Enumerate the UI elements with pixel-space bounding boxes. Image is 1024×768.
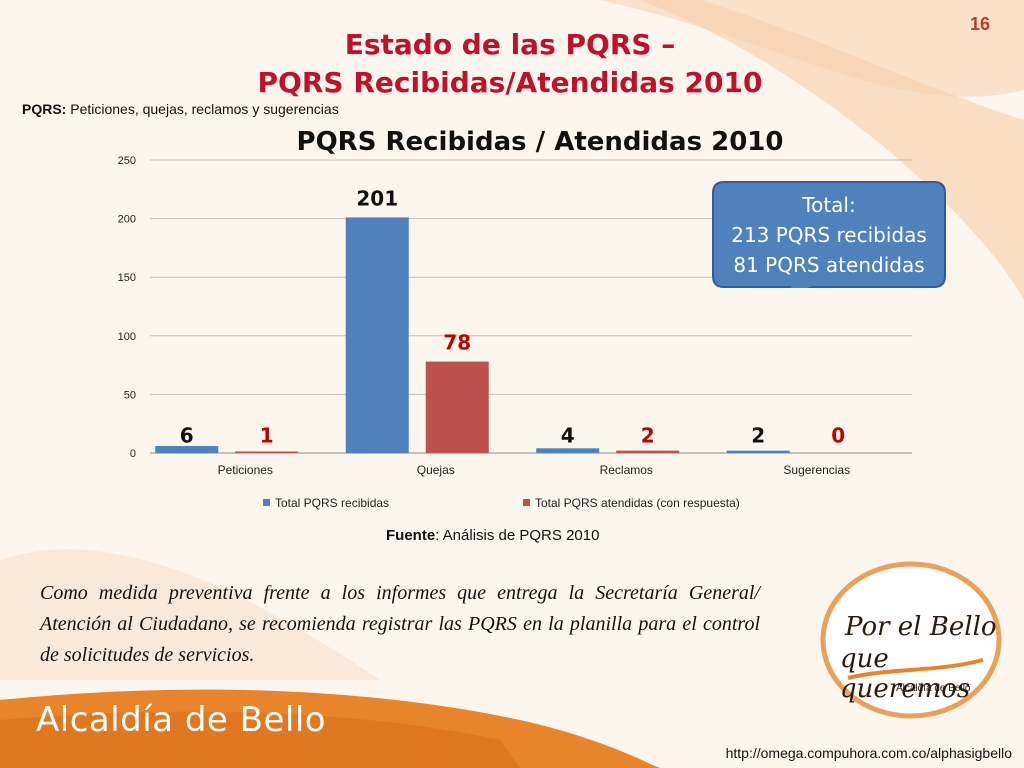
bar-chart: 0 50 100 150 200 250 6 1 Peticiones 201 78 Quejas 4 2… bbox=[118, 155, 912, 510]
data-label: 1 bbox=[260, 423, 274, 447]
total-callout-bubble bbox=[712, 181, 946, 288]
total-callout: Total: 213 PQRS recibidas 81 PQRS atendi… bbox=[712, 190, 946, 280]
page-title: Estado de las PQRS – PQRS Recibidas/Aten… bbox=[180, 26, 840, 102]
campaign-logo bbox=[820, 561, 1002, 719]
y-tick-label: 250 bbox=[118, 155, 136, 167]
y-tick-label: 150 bbox=[118, 272, 136, 284]
legend-label: Total PQRS atendidas (con respuesta) bbox=[535, 496, 740, 510]
data-label: 4 bbox=[561, 423, 575, 447]
title-line-1: Estado de las PQRS – bbox=[344, 28, 676, 61]
bar-received bbox=[726, 450, 790, 453]
subtitle-definition: Peticiones, quejas, reclamos y sugerenci… bbox=[70, 101, 339, 117]
callout-label: Total bbox=[802, 193, 849, 217]
footer-url[interactable]: http://omega.compuhora.com.co/alphasigbe… bbox=[725, 745, 1012, 761]
legend-label: Total PQRS recibidas bbox=[275, 496, 389, 510]
callout-attended: 81 PQRS atendidas bbox=[733, 253, 925, 277]
bar-attended bbox=[425, 361, 489, 453]
data-label: 201 bbox=[356, 186, 398, 210]
legend-swatch bbox=[523, 499, 530, 506]
bar-received bbox=[345, 217, 409, 453]
x-tick-label: Peticiones bbox=[218, 463, 273, 477]
y-tick-label: 200 bbox=[118, 214, 136, 226]
x-tick-label: Sugerencias bbox=[783, 463, 850, 477]
subtitle: PQRS: Peticiones, quejas, reclamos y sug… bbox=[22, 101, 339, 117]
x-tick-label: Reclamos bbox=[600, 463, 653, 477]
logo-subtext: Alcaldía de Bello bbox=[896, 683, 971, 694]
source-text: : Análisis de PQRS 2010 bbox=[435, 527, 600, 544]
source-note: Fuente: Análisis de PQRS 2010 bbox=[386, 527, 599, 544]
bar-received bbox=[155, 445, 219, 453]
x-tick-label: Quejas bbox=[417, 463, 455, 477]
y-tick-label: 100 bbox=[118, 331, 136, 343]
y-tick-label: 0 bbox=[130, 448, 136, 460]
page-number: 16 bbox=[969, 14, 990, 34]
bar-attended bbox=[616, 450, 680, 453]
data-label: 6 bbox=[180, 423, 194, 447]
footer-brand: Alcaldía de Bello bbox=[36, 700, 327, 740]
chart-title: PQRS Recibidas / Atendidas 2010 bbox=[296, 127, 784, 157]
subtitle-term: PQRS: bbox=[22, 101, 67, 117]
logo-text-line-2: que queremos bbox=[840, 644, 971, 704]
callout-received: 213 PQRS recibidas bbox=[731, 223, 927, 247]
bar-received bbox=[536, 448, 600, 453]
data-label: 2 bbox=[641, 423, 655, 447]
data-label: 78 bbox=[443, 331, 471, 355]
data-label: 2 bbox=[751, 423, 765, 447]
y-tick-label: 50 bbox=[124, 389, 136, 401]
footer-band bbox=[0, 689, 660, 768]
data-label: 0 bbox=[831, 423, 845, 447]
recommendation-text: Como medida preventiva frente a los info… bbox=[40, 582, 760, 666]
title-line-2: PQRS Recibidas/Atendidas 2010 bbox=[257, 66, 763, 99]
logo-text-line-1: Por el Bello bbox=[845, 612, 997, 642]
legend-swatch bbox=[263, 499, 270, 506]
source-label: Fuente bbox=[386, 527, 436, 544]
bar-attended bbox=[235, 451, 299, 453]
